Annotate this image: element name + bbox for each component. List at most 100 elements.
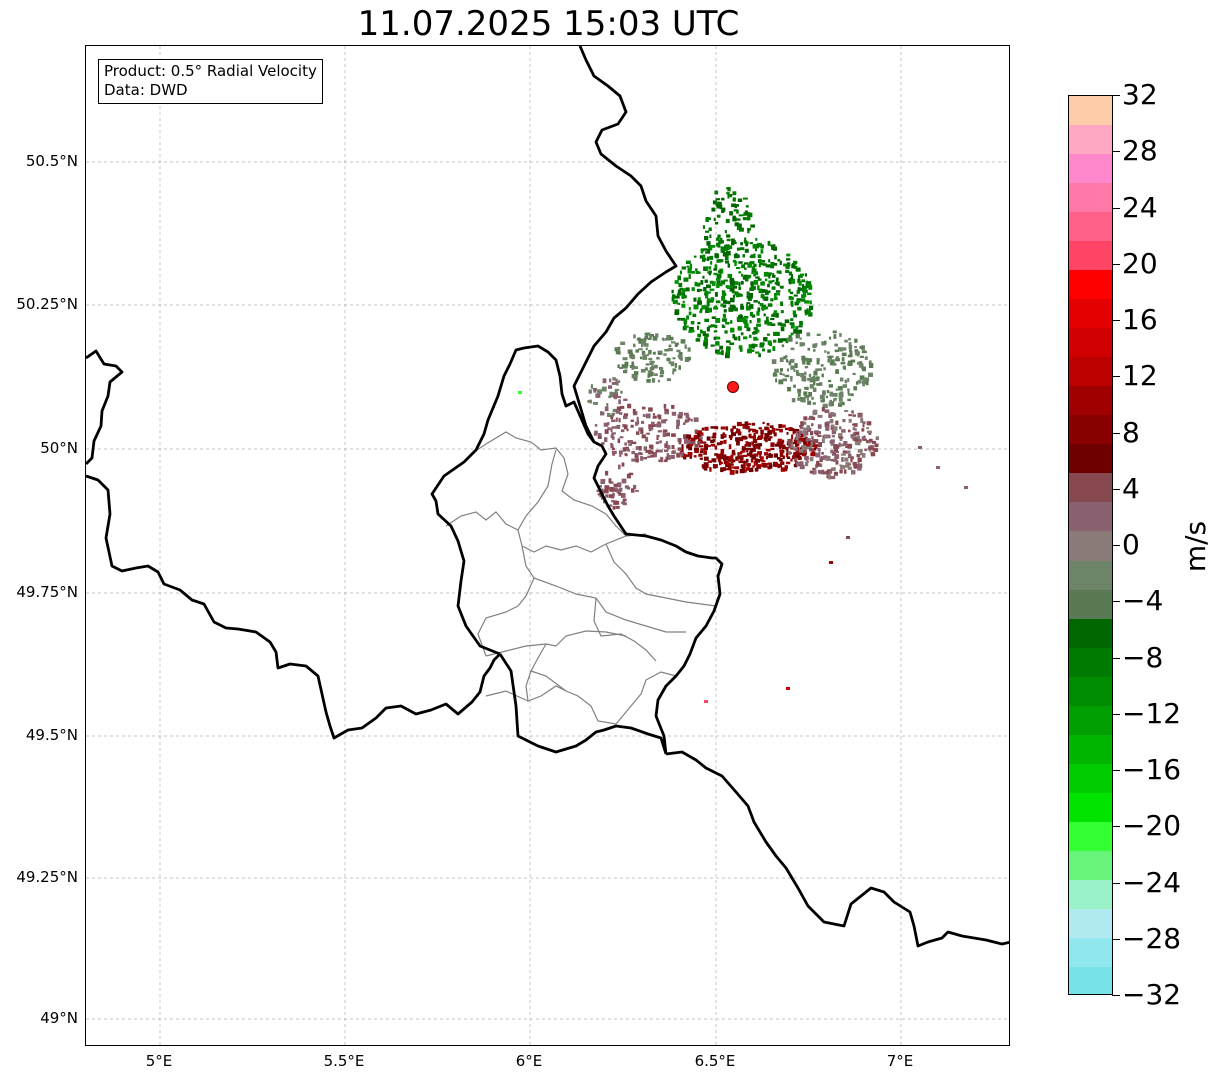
echo-pixel [715, 300, 721, 304]
echo-pixel [702, 332, 706, 337]
echo-pixel [806, 308, 809, 312]
echo-pixel [833, 427, 836, 431]
echo-pixel [762, 281, 765, 286]
echo-pixel [770, 318, 775, 321]
echo-pixel [746, 295, 751, 299]
echo-pixel [790, 332, 794, 336]
echo-pixel [804, 430, 809, 436]
echo-pixel [813, 447, 817, 451]
echo-pixel [795, 429, 800, 432]
echo-pixel [738, 460, 744, 464]
colorbar-tick-label: 32 [1122, 78, 1158, 111]
echo-pixel [703, 443, 709, 448]
echo-pixel [663, 404, 667, 409]
echo-pixel [721, 197, 725, 201]
echo-pixel [855, 351, 860, 356]
echo-pixel [809, 305, 814, 311]
echo-pixel [640, 368, 646, 373]
echo-pixel [760, 456, 764, 462]
echo-pixel [701, 305, 707, 310]
echo-pixel [601, 386, 607, 392]
colorbar-segment [1069, 386, 1112, 416]
echo-pixel [836, 450, 839, 454]
echo-pixel [748, 344, 752, 349]
echo-pixel [742, 275, 746, 280]
echo-pixel [623, 398, 628, 401]
echo-pixel [705, 217, 709, 222]
echo-pixel [783, 444, 786, 449]
echo-pixel [804, 300, 810, 304]
echo-pixel [833, 444, 838, 449]
echo-pixel [821, 399, 825, 402]
echo-pixel [842, 450, 847, 454]
echo-pixel [757, 242, 762, 248]
echo-pixel [792, 310, 797, 315]
echo-pixel [780, 310, 784, 314]
echo-pixel [687, 443, 693, 448]
echo-pixel [838, 397, 843, 402]
colorbar-segment [1069, 183, 1112, 213]
echo-pixel [623, 370, 627, 374]
echo-pixel [631, 488, 635, 493]
echo-pixel [656, 437, 659, 440]
echo-pixel [694, 444, 699, 447]
echo-pixel [683, 277, 689, 282]
echo-pixel [648, 424, 653, 430]
echo-pixel [752, 244, 757, 249]
colorbar-segment [1069, 125, 1112, 155]
echo-pixel [830, 443, 835, 446]
echo-pixel [793, 314, 798, 318]
echo-pixel [631, 458, 637, 462]
echo-pixel [599, 485, 602, 488]
echo-pixel [699, 450, 703, 454]
echo-pixel [828, 469, 833, 474]
echo-pixel [853, 461, 857, 464]
echo-pixel [641, 420, 645, 424]
echo-pixel [813, 451, 816, 457]
echo-pixel [875, 436, 879, 441]
echo-pixel [789, 445, 795, 449]
echo-pixel [795, 435, 799, 441]
echo-pixel [830, 425, 835, 430]
echo-pixel [720, 434, 724, 439]
echo-pixel [736, 428, 739, 433]
echo-pixel [796, 298, 802, 301]
radar-map[interactable]: Product: 0.5° Radial Velocity Data: DWD [85, 45, 1010, 1046]
radar-site-marker [727, 381, 739, 393]
echo-pixel [619, 487, 623, 492]
echo-pixel [710, 297, 715, 302]
echo-pixel [620, 390, 623, 394]
echo-pixel [824, 422, 830, 427]
echo-pixel [647, 373, 650, 378]
echo-pixel [818, 453, 821, 456]
echo-pixel [754, 280, 759, 285]
echo-pixel [749, 304, 754, 309]
echo-pixel [765, 264, 771, 268]
product-info-box: Product: 0.5° Radial Velocity Data: DWD [98, 59, 323, 104]
colorbar-tick [1112, 207, 1120, 209]
echo-pixel [600, 411, 605, 416]
echo-pixel [800, 298, 806, 302]
echo-pixel [809, 384, 814, 389]
echo-pixel [827, 474, 832, 480]
echo-pixel [768, 259, 771, 263]
echo-pixel [779, 357, 784, 362]
lat-label-50-25: 50.25°N [16, 295, 78, 313]
echo-pixel [762, 348, 765, 352]
echo-pixel [619, 405, 625, 409]
echo-pixel [724, 230, 727, 234]
echo-pixel [807, 281, 812, 285]
echo-pixel [608, 395, 612, 399]
echo-pixel [722, 304, 727, 308]
echo-pixel [702, 254, 706, 259]
echo-pixel [631, 365, 634, 370]
echo-pixel [645, 449, 649, 453]
echo-pixel [783, 356, 787, 360]
product-label: Product: 0.5° Radial Velocity [104, 62, 317, 80]
echo-pixel [829, 440, 835, 444]
echo-pixel [714, 292, 718, 297]
echo-pixel [700, 280, 704, 285]
echo-pixel [694, 281, 698, 287]
echo-pixel [740, 458, 743, 462]
echo-pixel [703, 456, 709, 461]
